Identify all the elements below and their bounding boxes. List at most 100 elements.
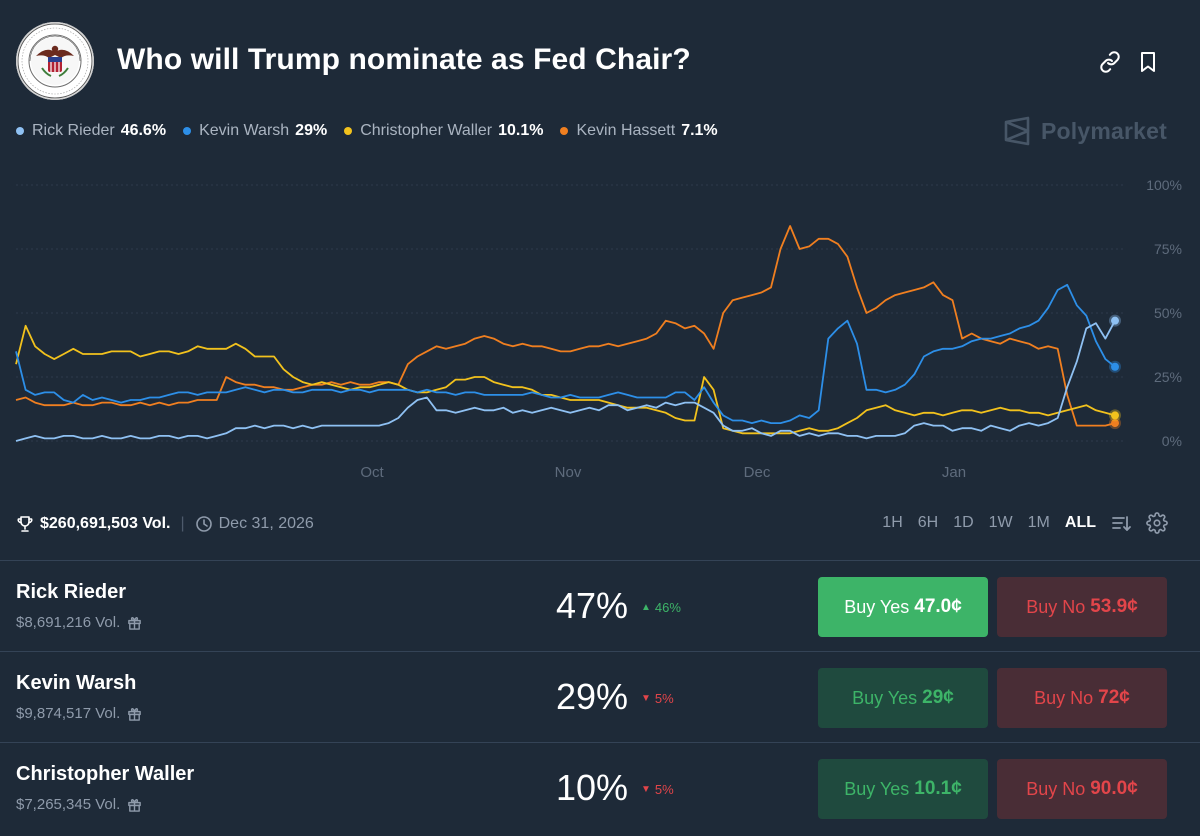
buy-yes-price: 47.0¢: [914, 596, 962, 617]
buy-yes-button[interactable]: Buy Yes 29¢: [818, 668, 988, 728]
clock-icon: [195, 515, 213, 533]
buy-no-label: Buy No: [1026, 596, 1086, 617]
outcome-change: ▼ 5%: [641, 691, 674, 706]
outcome-volume: $7,265,345 Vol.: [16, 796, 142, 813]
outcome-row-kevin-warsh[interactable]: Kevin Warsh $9,874,517 Vol. 29% ▼ 5% Buy…: [0, 651, 1200, 742]
buy-no-price: 90.0¢: [1090, 778, 1138, 799]
series-endpoint: [1111, 316, 1119, 325]
total-volume: $260,691,503 Vol.: [40, 515, 171, 532]
x-tick-label: Dec: [744, 464, 771, 481]
buy-no-button[interactable]: Buy No 53.9¢: [997, 577, 1167, 637]
legend-item: Kevin Warsh 29%: [183, 122, 327, 140]
legend-name: Kevin Hassett: [576, 122, 676, 139]
series-line: [15, 324, 1116, 435]
legend-item: Kevin Hassett 7.1%: [560, 122, 718, 140]
y-tick-label: 75%: [1154, 241, 1182, 257]
range-1m-button[interactable]: 1M: [1027, 514, 1050, 531]
y-tick-label: 25%: [1154, 369, 1182, 385]
price-history-chart[interactable]: 0% 25% 50% 75% 100% Oct Nov Dec Jan: [0, 160, 1200, 490]
legend-percentage: 29%: [295, 122, 328, 139]
outcome-probability: 10%: [556, 767, 629, 808]
buy-no-price: 72¢: [1098, 687, 1130, 708]
triangle-up-icon: ▲: [641, 602, 651, 613]
seal-icon: [17, 23, 93, 99]
link-icon[interactable]: [1098, 50, 1122, 74]
gift-icon[interactable]: [127, 706, 142, 721]
bookmark-icon[interactable]: [1136, 50, 1160, 74]
outcome-name: Kevin Warsh: [16, 672, 137, 694]
buy-no-button[interactable]: Buy No 72¢: [997, 668, 1167, 728]
market-stats: $260,691,503 Vol. | Dec 31, 2026: [16, 512, 314, 536]
series-endpoint: [1111, 362, 1119, 371]
legend-percentage: 7.1%: [681, 122, 718, 139]
outcome-row-rick-rieder[interactable]: Rick Rieder $8,691,216 Vol. 47% ▲ 46% Bu…: [0, 560, 1200, 651]
polymarket-logo-icon: [1004, 116, 1030, 146]
buy-yes-button[interactable]: Buy Yes 47.0¢: [818, 577, 988, 637]
buy-yes-label: Buy Yes: [844, 596, 910, 617]
outcome-name: Christopher Waller: [16, 763, 195, 785]
settings-gear-icon[interactable]: [1146, 512, 1168, 534]
legend-dot: [183, 127, 192, 135]
sort-icon[interactable]: [1110, 512, 1132, 534]
trophy-icon: [16, 515, 34, 533]
legend-name: Christopher Waller: [360, 122, 493, 139]
federal-reserve-seal-logo: [16, 22, 94, 100]
range-1h-button[interactable]: 1H: [882, 514, 903, 531]
outcomes-list: Rick Rieder $8,691,216 Vol. 47% ▲ 46% Bu…: [0, 560, 1200, 833]
polymarket-wordmark: Polymarket: [1041, 117, 1168, 144]
outcome-row-christopher-waller[interactable]: Christopher Waller $7,265,345 Vol. 10% ▼…: [0, 742, 1200, 833]
buy-no-button[interactable]: Buy No 90.0¢: [997, 759, 1167, 819]
buy-yes-price: 29¢: [922, 687, 954, 708]
y-tick-label: 0%: [1162, 433, 1182, 449]
triangle-down-icon: ▼: [641, 693, 651, 704]
outcome-volume-text: $7,265,345 Vol.: [16, 796, 121, 813]
series-endpoint: [1111, 419, 1119, 428]
buy-no-price: 53.9¢: [1090, 596, 1138, 617]
outcome-volume-text: $9,874,517 Vol.: [16, 705, 121, 722]
outcome-probability: 29%: [556, 676, 629, 717]
outcome-volume-text: $8,691,216 Vol.: [16, 614, 121, 631]
polymarket-brand: Polymarket: [1003, 116, 1167, 146]
chart-legend: Rick Rieder 46.6% Kevin Warsh 29% Christ…: [16, 120, 735, 142]
series-line: [15, 283, 1116, 425]
outcome-probability: 47%: [556, 585, 629, 626]
range-6h-button[interactable]: 6H: [917, 514, 939, 531]
range-1w-button[interactable]: 1W: [988, 514, 1013, 531]
buy-no-label: Buy No: [1026, 778, 1086, 799]
buy-no-label: Buy No: [1034, 687, 1094, 708]
chart-svg[interactable]: 0% 25% 50% 75% 100% Oct Nov Dec Jan: [0, 160, 1200, 490]
legend-dot: [560, 127, 569, 135]
x-tick-label: Oct: [360, 464, 384, 481]
legend-name: Kevin Warsh: [199, 122, 290, 139]
legend-dot: [344, 127, 353, 135]
legend-item: Rick Rieder 46.6%: [16, 122, 166, 140]
outcome-change-value: 5%: [654, 691, 674, 706]
x-tick-label: Nov: [555, 464, 582, 481]
end-date: Dec 31, 2026: [218, 515, 314, 532]
outcome-change-value: 46%: [654, 600, 681, 615]
time-range-selector: 1H 6H 1D 1W 1M ALL: [867, 512, 1168, 534]
outcome-change: ▲ 46%: [641, 600, 681, 615]
divider: |: [180, 515, 185, 532]
legend-name: Rick Rieder: [32, 122, 115, 139]
outcome-change-value: 5%: [654, 782, 674, 797]
series-endpoint: [1111, 411, 1119, 420]
gift-icon[interactable]: [127, 797, 142, 812]
buy-yes-label: Buy Yes: [844, 778, 910, 799]
legend-percentage: 46.6%: [120, 122, 167, 139]
triangle-down-icon: ▼: [641, 784, 651, 795]
legend-percentage: 10.1%: [498, 122, 544, 139]
legend-item: Christopher Waller 10.1%: [344, 122, 543, 140]
outcome-volume: $9,874,517 Vol.: [16, 705, 142, 722]
range-all-button[interactable]: ALL: [1064, 514, 1096, 531]
outcome-name: Rick Rieder: [16, 581, 127, 603]
buy-yes-price: 10.1¢: [914, 778, 962, 799]
header: Who will Trump nominate as Fed Chair?: [0, 0, 1200, 120]
buy-yes-button[interactable]: Buy Yes 10.1¢: [818, 759, 988, 819]
range-1d-button[interactable]: 1D: [953, 514, 974, 531]
x-tick-label: Jan: [942, 464, 966, 481]
series-line: [15, 225, 1116, 427]
gift-icon[interactable]: [127, 615, 142, 630]
y-tick-label: 100%: [1146, 177, 1182, 193]
legend-dot: [16, 127, 24, 135]
